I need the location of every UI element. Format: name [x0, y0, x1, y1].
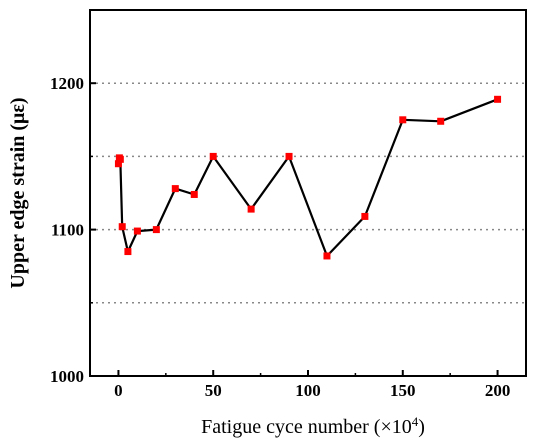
data-point	[133, 227, 141, 235]
data-point	[209, 152, 217, 160]
data-point	[323, 252, 331, 260]
x-axis-title: Fatigue cyce number (×104)	[201, 414, 425, 439]
data-point	[114, 160, 122, 168]
x-axis-title-superscript: 4	[412, 414, 419, 429]
data-point	[116, 155, 124, 163]
gridlines	[90, 82, 526, 304]
y-tick-label: 1200	[50, 74, 84, 93]
data-point	[494, 95, 502, 103]
x-tick-label: 200	[485, 381, 511, 400]
y-tick-label: 1000	[50, 367, 84, 386]
data-point	[152, 226, 160, 234]
x-axis-title-tail: )	[418, 416, 425, 438]
y-axis-title: Upper edge strain (με)	[7, 97, 29, 288]
x-tick-label: 0	[114, 381, 123, 400]
x-tick-label: 50	[205, 381, 222, 400]
data-point	[124, 248, 132, 256]
data-point	[118, 223, 126, 231]
y-tick-label: 1100	[51, 221, 84, 240]
data-point	[285, 152, 293, 160]
data-point	[437, 117, 445, 125]
data-point	[399, 116, 407, 124]
data-point	[361, 212, 369, 220]
ticks: 0 50 100 150 200 1000 1100 1200	[50, 74, 510, 400]
plot-frame	[89, 9, 527, 377]
data-point	[190, 190, 198, 198]
x-tick-label: 150	[390, 381, 416, 400]
series-layer	[114, 95, 502, 260]
x-tick-label: 100	[295, 381, 321, 400]
data-point	[247, 205, 255, 213]
data-point	[171, 185, 179, 193]
x-axis-title-main: Fatigue cyce number (×10	[201, 416, 412, 438]
